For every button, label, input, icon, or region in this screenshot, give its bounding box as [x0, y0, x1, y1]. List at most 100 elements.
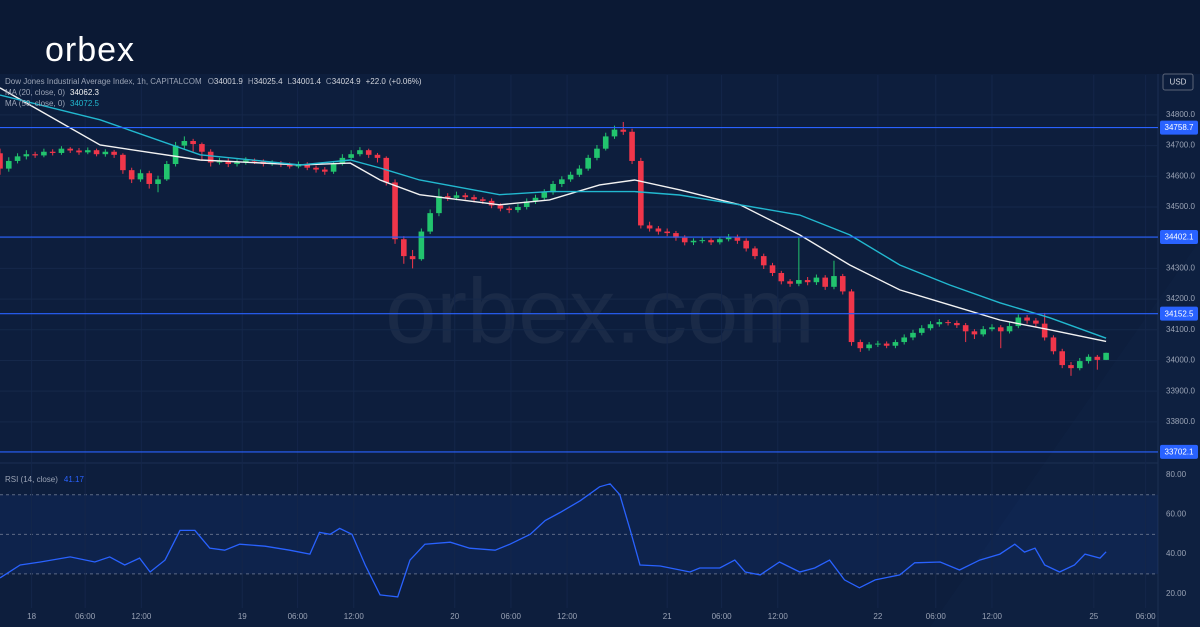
candle-body: [102, 151, 109, 155]
candle-body: [866, 344, 872, 349]
candle-body: [1024, 317, 1030, 321]
candle-body: [655, 228, 662, 232]
candle-body: [163, 164, 170, 180]
candle-body: [1006, 326, 1013, 332]
candle-body: [471, 197, 477, 200]
change: +22.0: [366, 77, 387, 86]
level-label-box: [1160, 120, 1198, 135]
candle-body: [646, 225, 653, 229]
ma-legend: MA (50, close, 0) 34072.5: [5, 99, 100, 108]
candle-body: [567, 174, 574, 180]
candle-body: [804, 280, 811, 283]
change-pct: (+0.06%): [389, 77, 422, 86]
candle-body: [550, 183, 556, 193]
candle-body: [67, 148, 74, 151]
candle-body: [49, 151, 56, 153]
candle-body: [409, 256, 416, 260]
x-tick-label: 06:00: [501, 612, 522, 621]
ma-value: 34072.5: [70, 99, 99, 108]
candle-body: [787, 281, 793, 284]
candle-body: [1059, 351, 1066, 366]
candle-body: [199, 144, 205, 152]
candle-body: [207, 151, 214, 163]
currency: USD: [1170, 78, 1187, 87]
candle-body: [506, 208, 512, 211]
ohlc-name: O: [208, 77, 214, 86]
x-tick-label: 18: [27, 612, 36, 621]
candle-body: [734, 237, 741, 241]
candle-body: [901, 337, 907, 343]
candle-body: [23, 154, 30, 157]
candle-body: [234, 162, 240, 165]
candle-body: [111, 151, 117, 155]
candle-body: [1050, 337, 1057, 352]
candle-body: [0, 153, 3, 169]
candle-body: [523, 201, 530, 207]
rsi-legend: RSI (14, close) 41.17: [5, 475, 84, 484]
legend-header: Dow Jones Industrial Average Index, 1h, …: [5, 77, 422, 86]
candle-body: [32, 154, 38, 156]
candle-body: [1015, 317, 1022, 327]
candle-body: [725, 237, 732, 240]
x-tick-label: 20: [450, 612, 459, 621]
candle-body: [927, 324, 934, 329]
candle-body: [717, 239, 723, 243]
ma-legend: MA (20, close, 0) 34062.3: [5, 88, 100, 97]
ohlc-value: 34001.4: [292, 77, 321, 86]
watermark: orbex.com: [385, 260, 815, 362]
x-tick-label: 06:00: [926, 612, 947, 621]
x-tick-label: 12:00: [768, 612, 789, 621]
candle-body: [322, 169, 328, 172]
candle-body: [401, 239, 407, 257]
x-tick-label: 12:00: [557, 612, 578, 621]
ohlc-value: 34024.9: [332, 77, 361, 86]
candle-body: [673, 233, 679, 238]
ohlc-name: C: [326, 77, 332, 86]
candle-body: [576, 168, 583, 175]
candle-body: [857, 342, 864, 349]
level-label: 33702.1: [1165, 448, 1194, 457]
candle-body: [243, 160, 249, 163]
candle-body: [752, 248, 758, 257]
candle-body: [1094, 356, 1101, 360]
y-tick-label: 80.00: [1166, 470, 1187, 479]
x-tick-label: 12:00: [131, 612, 152, 621]
candle-body: [945, 322, 951, 324]
y-tick-label: 33900.0: [1166, 386, 1195, 395]
candle-body: [84, 150, 91, 153]
candle-body: [664, 231, 670, 234]
y-tick-label: 33800.0: [1166, 417, 1195, 426]
candle-body: [120, 154, 126, 171]
level-label-box: [1160, 444, 1198, 459]
logo: orbex: [45, 31, 135, 69]
y-tick-label: 34500.0: [1166, 202, 1195, 211]
y-tick-label: 20.00: [1166, 589, 1187, 598]
candle-body: [128, 170, 135, 180]
candle-body: [1068, 365, 1074, 369]
candle-body: [681, 237, 688, 243]
header-band: [0, 0, 1200, 74]
candle-body: [839, 276, 846, 292]
decor: [930, 240, 1200, 627]
x-tick-label: 12:00: [344, 612, 365, 621]
candle-body: [997, 327, 1004, 332]
ohlc-name: H: [248, 77, 254, 86]
y-tick-label: 34800.0: [1166, 110, 1195, 119]
candle-body: [848, 291, 855, 343]
candle-body: [989, 327, 995, 330]
candle-body: [93, 150, 100, 155]
x-tick-label: 19: [238, 612, 247, 621]
currency-box[interactable]: [1162, 73, 1194, 91]
candle-body: [778, 272, 785, 282]
candle-body: [1033, 320, 1039, 324]
candle-body: [532, 197, 539, 202]
candle-body: [172, 145, 179, 165]
ohlc-value: 34001.9: [214, 77, 243, 86]
candle-body: [146, 173, 153, 184]
candle-body: [1041, 323, 1048, 338]
candle-body: [155, 179, 161, 184]
x-tick-label: 21: [663, 612, 672, 621]
ma-name: MA (50, close, 0): [5, 99, 65, 108]
